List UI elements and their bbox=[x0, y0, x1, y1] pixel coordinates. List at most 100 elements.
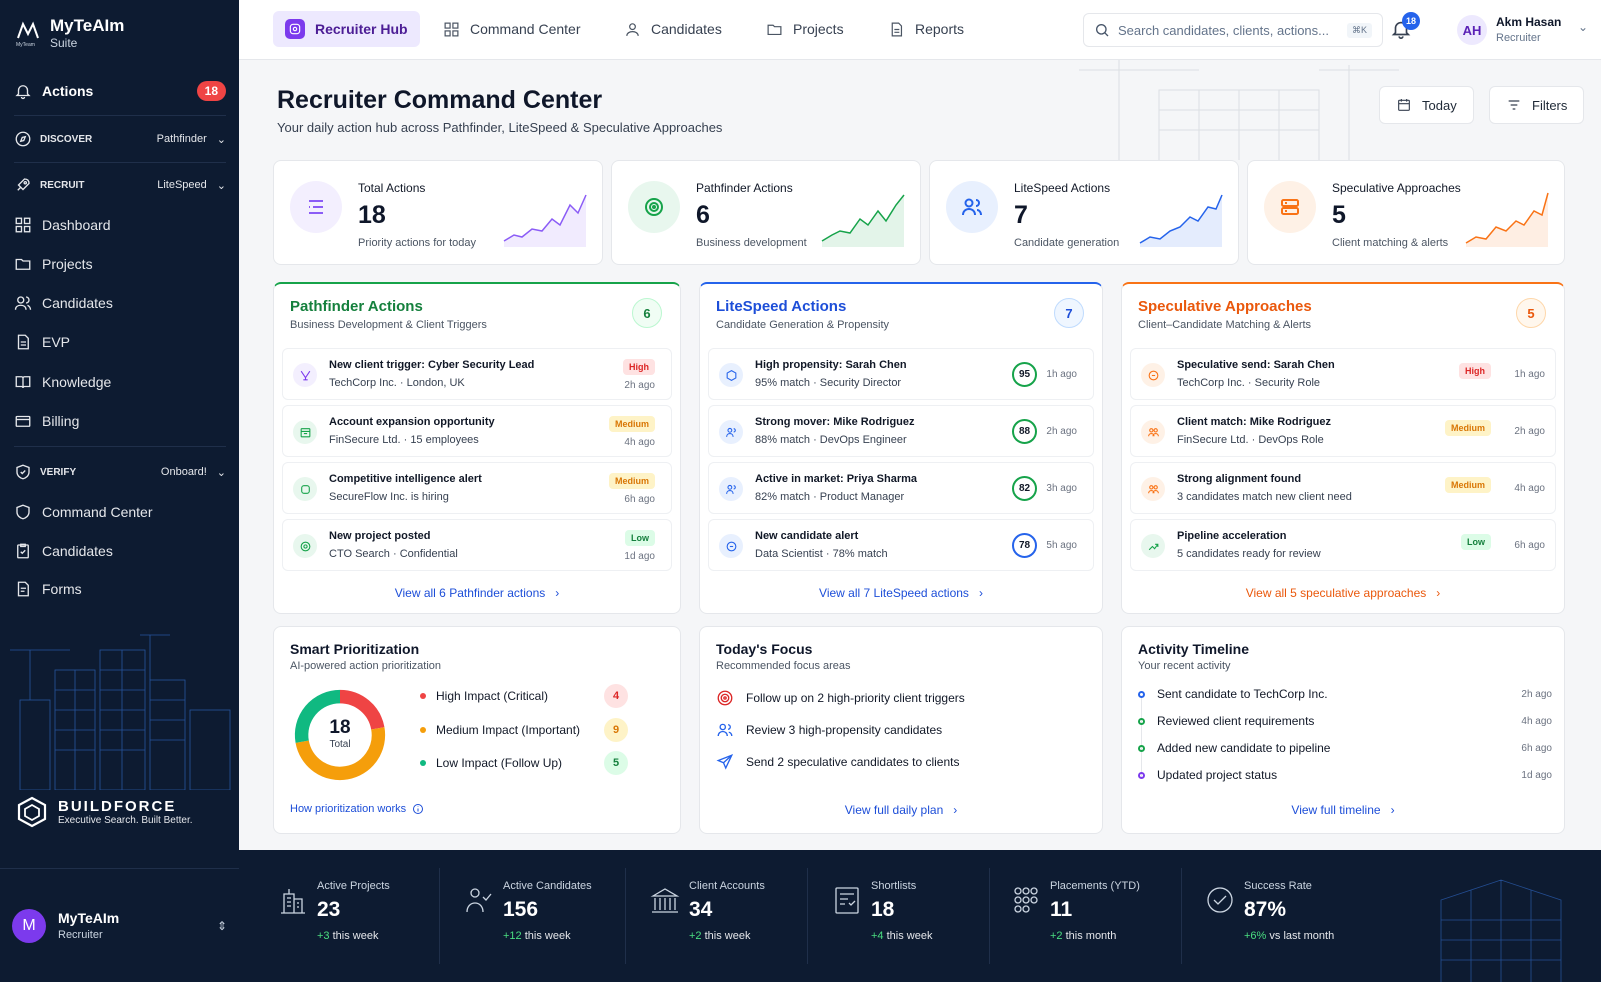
search-input[interactable]: Search candidates, clients, actions... ⌘… bbox=[1083, 13, 1383, 47]
list-item[interactable]: Active in market: Priya Sharma 82% match… bbox=[708, 462, 1094, 514]
view-all-pathfinder-link[interactable]: View all 6 Pathfinder actions › bbox=[394, 586, 560, 600]
priority-row-low[interactable]: Low Impact (Follow Up) 5 bbox=[420, 751, 628, 775]
filters-button[interactable]: Filters bbox=[1489, 86, 1585, 124]
stat-card-pathfinder[interactable]: Pathfinder Actions 6 Business developmen… bbox=[611, 160, 921, 265]
sidebar-item-knowledge[interactable]: Knowledge bbox=[14, 366, 226, 398]
section-label: DISCOVER bbox=[40, 133, 93, 145]
panel-title: Pathfinder Actions bbox=[290, 298, 423, 315]
priority-badge: Low bbox=[1461, 534, 1491, 550]
item-time: 5h ago bbox=[1046, 540, 1077, 551]
tab-label: Projects bbox=[793, 21, 844, 37]
list-item[interactable]: Account expansion opportunity FinSecure … bbox=[282, 405, 672, 457]
users-icon bbox=[946, 181, 998, 233]
priority-row-high[interactable]: High Impact (Critical) 4 bbox=[420, 684, 628, 708]
tab-projects[interactable]: Projects bbox=[754, 11, 856, 47]
item-time: 6h ago bbox=[1514, 540, 1545, 551]
user-menu[interactable]: Akm Hasan Recruiter bbox=[1496, 15, 1561, 44]
recruit-select[interactable]: LiteSpeed ⌄ bbox=[157, 179, 226, 192]
kpi-label: Success Rate bbox=[1244, 880, 1312, 892]
filter-icon bbox=[1508, 100, 1520, 110]
list-item[interactable]: New client trigger: Cyber Security Lead … bbox=[282, 348, 672, 400]
view-full-timeline-link[interactable]: View full timeline › bbox=[1291, 803, 1395, 817]
stat-card-total[interactable]: Total Actions 18 Priority actions for to… bbox=[273, 160, 603, 265]
kpi-value: 87% bbox=[1244, 898, 1287, 921]
sidebar-item-candidates[interactable]: Candidates bbox=[14, 287, 226, 319]
panel-title: Today's Focus bbox=[716, 641, 813, 657]
view-all-litespeed-link[interactable]: View all 7 LiteSpeed actions › bbox=[819, 586, 983, 600]
sidebar-item-label: Forms bbox=[42, 581, 82, 597]
user-role: Recruiter bbox=[1496, 32, 1541, 44]
clipboard-check-icon bbox=[17, 543, 29, 559]
focus-item[interactable]: Send 2 speculative candidates to clients bbox=[716, 753, 959, 771]
item-title: Active in market: Priya Sharma bbox=[755, 473, 918, 485]
sidebar-item-billing[interactable]: Billing bbox=[14, 405, 226, 437]
section-recruit[interactable]: RECRUIT LiteSpeed ⌄ bbox=[14, 170, 226, 200]
check-circle-icon bbox=[1207, 887, 1233, 913]
avatar[interactable]: AH bbox=[1457, 15, 1487, 45]
list-item[interactable]: Pipeline acceleration 5 candidates ready… bbox=[1130, 519, 1556, 571]
users-icon bbox=[717, 723, 733, 737]
divider bbox=[14, 446, 226, 447]
match-score: 95 bbox=[1012, 362, 1037, 387]
sidebar-item-verify-candidates[interactable]: Candidates bbox=[14, 535, 226, 567]
sidebar-item-dashboard[interactable]: Dashboard bbox=[14, 209, 226, 241]
shield-icon bbox=[16, 504, 30, 520]
today-button[interactable]: Today bbox=[1379, 86, 1474, 124]
discover-select[interactable]: Pathfinder ⌄ bbox=[156, 133, 226, 146]
list-item[interactable]: Strong alignment found 3 candidates matc… bbox=[1130, 462, 1556, 514]
timeline-item[interactable]: Updated project status 1d ago bbox=[1138, 768, 1552, 782]
list-item[interactable]: Competitive intelligence alert SecureFlo… bbox=[282, 462, 672, 514]
view-all-speculative-link[interactable]: View all 5 speculative approaches › bbox=[1245, 586, 1441, 600]
how-prioritization-works-link[interactable]: How prioritization works bbox=[290, 803, 424, 815]
divider bbox=[439, 868, 440, 964]
panel-subtitle: Candidate Generation & Propensity bbox=[716, 319, 890, 331]
priority-row-medium[interactable]: Medium Impact (Important) 9 bbox=[420, 718, 628, 742]
list-item[interactable]: Client match: Mike Rodriguez FinSecure L… bbox=[1130, 405, 1556, 457]
trigger-icon bbox=[293, 363, 317, 387]
timeline-item[interactable]: Added new candidate to pipeline 6h ago bbox=[1138, 741, 1552, 755]
donut-slice-1 bbox=[295, 727, 386, 781]
chevron-down-icon[interactable]: ⌄ bbox=[1578, 20, 1589, 34]
verify-select[interactable]: Onboard! ⌄ bbox=[160, 466, 226, 479]
brand[interactable]: MyTeam MyTeAIm Suite bbox=[16, 16, 124, 50]
section-discover[interactable]: DISCOVER Pathfinder ⌄ bbox=[14, 124, 226, 154]
tab-reports[interactable]: Reports bbox=[876, 11, 976, 47]
timeline-dot bbox=[1138, 771, 1145, 779]
sidebar-item-evp[interactable]: EVP bbox=[14, 326, 226, 358]
timeline-item[interactable]: Sent candidate to TechCorp Inc. 2h ago bbox=[1138, 687, 1552, 701]
divider bbox=[14, 162, 226, 163]
stat-card-litespeed[interactable]: LiteSpeed Actions 7 Candidate generation bbox=[929, 160, 1239, 265]
list-item[interactable]: Speculative send: Sarah Chen TechCorp In… bbox=[1130, 348, 1556, 400]
panel-title: LiteSpeed Actions bbox=[716, 298, 847, 315]
view-daily-plan-link[interactable]: View full daily plan › bbox=[844, 803, 958, 817]
tab-candidates[interactable]: Candidates bbox=[612, 11, 734, 47]
item-time: 3h ago bbox=[1046, 483, 1077, 494]
list-item[interactable]: High propensity: Sarah Chen 95% match · … bbox=[708, 348, 1094, 400]
list-icon bbox=[290, 181, 342, 233]
stat-card-speculative[interactable]: Speculative Approaches 5 Client matching… bbox=[1247, 160, 1565, 265]
timeline-item[interactable]: Reviewed client requirements 4h ago bbox=[1138, 714, 1552, 728]
sidebar-item-command-center[interactable]: Command Center bbox=[14, 496, 226, 528]
trending-up-icon bbox=[1141, 534, 1165, 558]
sidebar-item-label: Knowledge bbox=[42, 374, 112, 390]
user-switcher[interactable]: M MyTeAIm Recruiter ⇕ bbox=[0, 868, 239, 982]
list-item[interactable]: New project posted CTO Search · Confiden… bbox=[282, 519, 672, 571]
list-item[interactable]: Strong mover: Mike Rodriguez 88% match ·… bbox=[708, 405, 1094, 457]
section-verify[interactable]: VERIFY Onboard! ⌄ bbox=[14, 457, 226, 487]
sidebar-item-actions[interactable]: Actions 18 bbox=[14, 75, 226, 107]
sidebar-item-forms[interactable]: Forms bbox=[14, 573, 226, 605]
divider bbox=[807, 868, 808, 964]
item-title: Account expansion opportunity bbox=[329, 416, 495, 428]
chevron-updown-icon[interactable]: ⇕ bbox=[216, 918, 227, 933]
team-icon bbox=[1014, 887, 1038, 913]
tab-recruiter-hub[interactable]: Recruiter Hub bbox=[273, 11, 420, 47]
tab-command-center[interactable]: Command Center bbox=[431, 11, 593, 47]
sidebar-item-projects[interactable]: Projects bbox=[14, 248, 226, 280]
chevron-right-icon: › bbox=[972, 586, 983, 600]
panel-subtitle: AI-powered action prioritization bbox=[290, 660, 442, 672]
sidebar-item-label: Candidates bbox=[42, 295, 113, 311]
priority-label: Medium Impact (Important) bbox=[436, 723, 581, 737]
focus-item[interactable]: Review 3 high-propensity candidates bbox=[716, 721, 942, 739]
list-item[interactable]: New candidate alert Data Scientist · 78%… bbox=[708, 519, 1094, 571]
focus-item[interactable]: Follow up on 2 high-priority client trig… bbox=[716, 689, 965, 707]
